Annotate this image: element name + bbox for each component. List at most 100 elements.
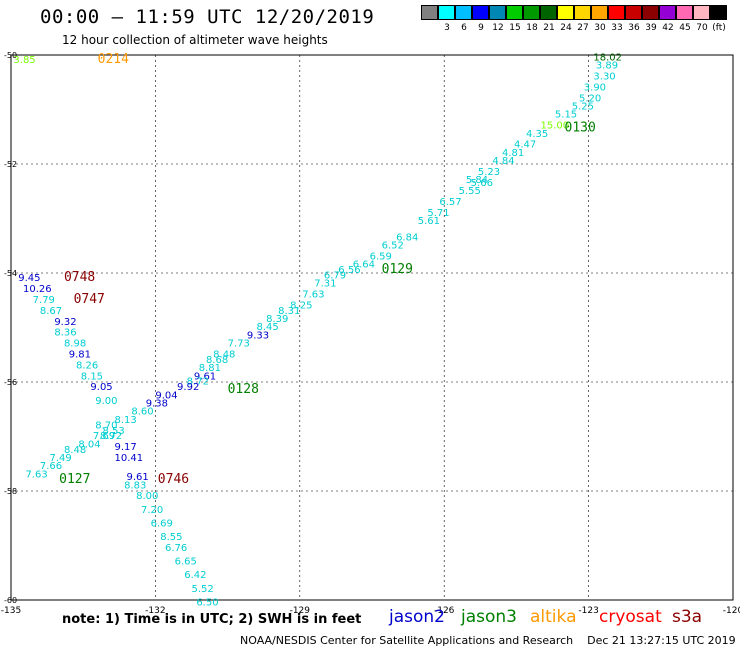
legend-label: 21 bbox=[543, 23, 555, 33]
pass-time-label: 0746 bbox=[158, 472, 189, 487]
legend-swatch bbox=[625, 5, 642, 20]
lat-tick-label: -54 bbox=[4, 269, 17, 278]
wave-height-value: 6.57 bbox=[439, 197, 461, 208]
pass-time-label: 0128 bbox=[228, 382, 259, 397]
map-frame bbox=[10, 54, 734, 601]
legend-label: 3 bbox=[444, 23, 450, 33]
wave-height-value: 7.49 bbox=[50, 453, 72, 464]
wave-height-value: 9.05 bbox=[90, 382, 112, 393]
wave-height-value: 7.79 bbox=[33, 295, 55, 306]
pass-time-label: 0127 bbox=[59, 472, 90, 487]
wave-height-value: 6.42 bbox=[184, 570, 206, 581]
wave-height-value: 7.31 bbox=[314, 279, 336, 290]
wave-height-value: 5.61 bbox=[418, 216, 440, 227]
wave-height-value: 5.20 bbox=[579, 93, 601, 104]
wave-height-value: 6.50 bbox=[196, 597, 218, 608]
wave-height-value: 6.69 bbox=[151, 518, 173, 529]
wave-height-value: 8.04 bbox=[78, 439, 100, 450]
wave-height-value: 4.81 bbox=[502, 148, 524, 159]
legend-swatch bbox=[557, 5, 574, 20]
wave-height-value: 6.64 bbox=[353, 260, 375, 271]
wave-height-value: 6.56 bbox=[338, 265, 360, 276]
wave-height-value: 3.30 bbox=[593, 72, 615, 83]
wave-height-value: 8.70 bbox=[95, 420, 117, 431]
footer-timestamp: Dec 21 13:27:15 UTC 2019 bbox=[587, 634, 736, 647]
wave-height-value: 8.13 bbox=[114, 415, 136, 426]
legend-swatch bbox=[523, 5, 540, 20]
wave-height-value: 9.33 bbox=[247, 330, 269, 341]
pass-time-label: 0130 bbox=[565, 120, 596, 135]
wave-height-value: 5.71 bbox=[427, 208, 449, 219]
legend-swatch bbox=[608, 5, 625, 20]
legend-swatch bbox=[710, 5, 727, 20]
legend-swatch bbox=[676, 5, 693, 20]
lat-tick-label: -52 bbox=[4, 160, 17, 169]
wave-height-value: 8.48 bbox=[64, 445, 86, 456]
wave-height-value: 5.66 bbox=[471, 178, 493, 189]
footer-credit: NOAA/NESDIS Center for Satellite Applica… bbox=[240, 634, 574, 647]
wave-height-value: 8.25 bbox=[290, 300, 312, 311]
wave-height-value: 7.69 bbox=[93, 431, 115, 442]
wave-height-value: 8.68 bbox=[206, 355, 228, 366]
wave-height-value: 9.32 bbox=[54, 317, 76, 328]
legend-label: 30 bbox=[594, 23, 606, 33]
wave-height-value: 6.65 bbox=[175, 557, 197, 568]
sat-label-jason2: jason2 bbox=[389, 607, 445, 627]
wave-height-value: 8.39 bbox=[266, 314, 288, 325]
wave-height-value: 9.04 bbox=[155, 390, 177, 401]
pass-time-label: 0129 bbox=[382, 262, 413, 277]
wave-height-value: 3.89 bbox=[596, 61, 618, 72]
wave-height-value: 5.55 bbox=[459, 186, 481, 197]
wave-height-value: 8.83 bbox=[124, 480, 146, 491]
legend-swatch bbox=[472, 5, 489, 20]
wave-height-value: 5.52 bbox=[192, 584, 214, 595]
legend-label: 27 bbox=[577, 23, 589, 33]
wave-height-value: 6.76 bbox=[165, 543, 187, 554]
wave-height-value: 9.45 bbox=[18, 273, 40, 284]
pass-time-label: 0214 bbox=[98, 52, 129, 67]
legend-swatch bbox=[489, 5, 506, 20]
wave-height-value: 8.15 bbox=[81, 371, 103, 382]
wave-height-value: 8.45 bbox=[256, 322, 278, 333]
lon-tick-label: -129 bbox=[290, 606, 311, 616]
wave-height-value: 8.72 bbox=[100, 431, 122, 442]
legend-swatch bbox=[438, 5, 455, 20]
wave-height-value: 8.36 bbox=[54, 328, 76, 339]
wave-height-value: 5.15 bbox=[555, 110, 577, 121]
wave-height-value: 9.61 bbox=[127, 472, 149, 483]
lon-tick-label: -123 bbox=[578, 606, 598, 616]
legend-swatch bbox=[506, 5, 523, 20]
wave-height-value: 8.53 bbox=[102, 426, 124, 437]
page-subtitle: 12 hour collection of altimeter wave hei… bbox=[62, 33, 328, 47]
lat-tick-label: -60 bbox=[4, 596, 17, 605]
legend-swatch bbox=[659, 5, 676, 20]
wave-height-value: 8.31 bbox=[278, 306, 300, 317]
footer: NOAA/NESDIS Center for Satellite Applica… bbox=[240, 634, 736, 647]
legend-label: 33 bbox=[611, 23, 623, 33]
wave-height-value: 3.85 bbox=[13, 55, 35, 66]
wave-height-value: 9.00 bbox=[95, 396, 117, 407]
lat-tick-label: -50 bbox=[4, 51, 17, 60]
wave-height-value: 6.84 bbox=[396, 232, 418, 243]
legend-label: 42 bbox=[662, 23, 674, 33]
wave-height-value: 9.17 bbox=[114, 442, 136, 453]
lon-tick-label: -135 bbox=[1, 606, 21, 616]
wave-height-value: 4.35 bbox=[526, 129, 548, 140]
legend-swatch bbox=[591, 5, 608, 20]
legend-label: 70 bbox=[696, 23, 708, 33]
legend-label: 9 bbox=[478, 23, 484, 33]
wave-height-value: 7.73 bbox=[228, 339, 250, 350]
pass-time-label: 0748 bbox=[64, 270, 95, 285]
lon-tick-label: -120 bbox=[723, 606, 740, 616]
lon-tick-label: -126 bbox=[434, 606, 455, 616]
wave-height-value: 8.26 bbox=[76, 360, 98, 371]
wave-height-value: 9.38 bbox=[146, 399, 168, 410]
wave-height-value: 10.26 bbox=[23, 284, 52, 295]
units-note: note: 1) Time is in UTC; 2) SWH is in fe… bbox=[62, 612, 362, 627]
legend-label: 18 bbox=[526, 23, 538, 33]
legend-swatch bbox=[540, 5, 557, 20]
legend-label: 6 bbox=[461, 23, 467, 33]
legend-label: 12 bbox=[492, 23, 504, 33]
lon-tick-label: -132 bbox=[145, 606, 165, 616]
